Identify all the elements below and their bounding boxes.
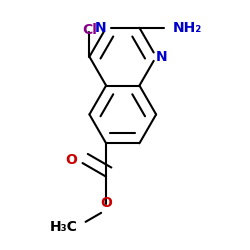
Text: NH₂: NH₂ xyxy=(173,21,202,35)
Text: N: N xyxy=(94,21,106,35)
Text: N: N xyxy=(156,50,168,64)
Text: Cl: Cl xyxy=(82,23,97,37)
Text: O: O xyxy=(65,153,77,167)
Text: O: O xyxy=(100,196,112,210)
Text: H₃C: H₃C xyxy=(49,220,77,234)
